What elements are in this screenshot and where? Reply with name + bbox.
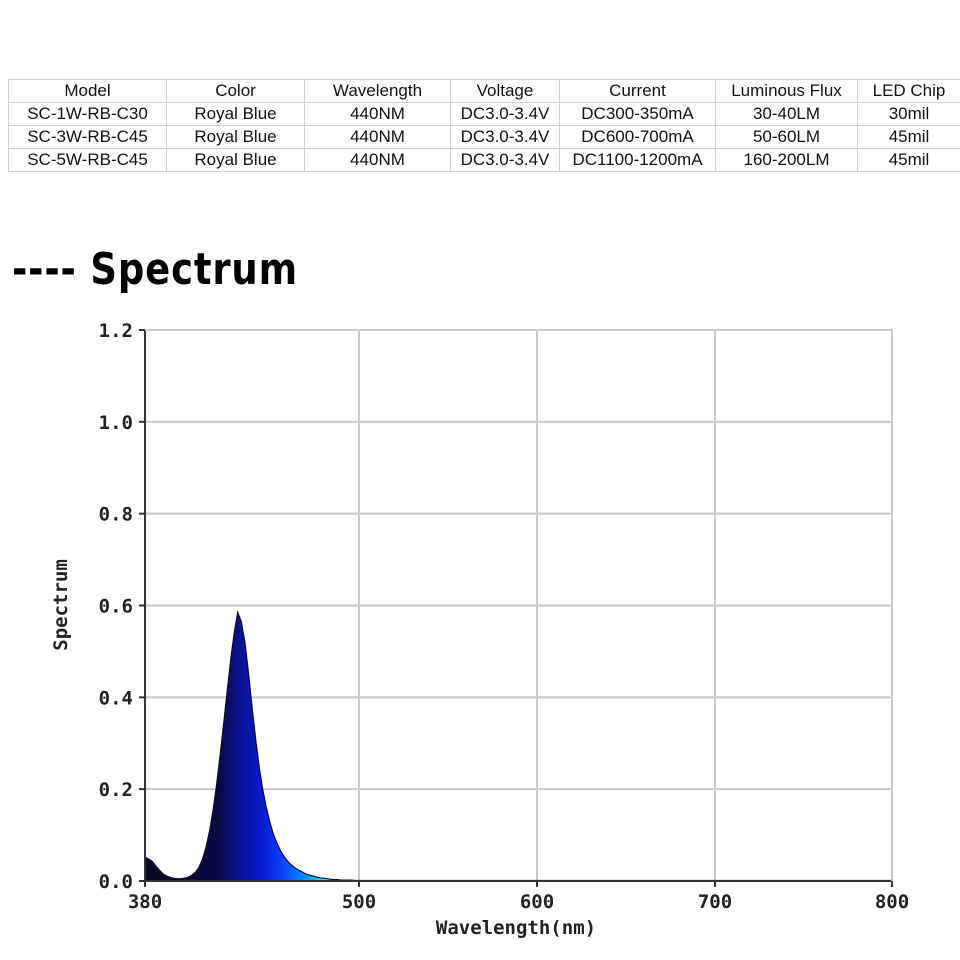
y-tick-label: 0.0	[99, 871, 133, 893]
table-header-row: Model Color Wavelength Voltage Current Lumino…	[8, 79, 960, 103]
y-tick-label: 1.0	[99, 412, 133, 434]
table-cell: 30-40LM	[715, 102, 858, 126]
table-cell: 160-200LM	[715, 148, 858, 172]
table-row: SC-3W-RB-C45 Royal Blue 440NM DC3.0-3.4V DC6…	[8, 125, 960, 149]
x-tick-label: 500	[342, 891, 376, 913]
x-tick-label: 380	[128, 891, 162, 913]
table-cell: SC-5W-RB-C45	[8, 148, 167, 172]
table-cell: SC-1W-RB-C30	[8, 102, 167, 126]
table-cell: 440NM	[304, 102, 451, 126]
table-cell: 45mil	[857, 148, 960, 172]
y-tick-label: 0.2	[99, 779, 133, 801]
table-cell: DC600-700mA	[559, 125, 716, 149]
x-tick-label: 700	[698, 891, 732, 913]
y-tick-label: 0.6	[99, 596, 133, 618]
x-tick-label: 800	[875, 891, 909, 913]
table-header-cell: LED Chip	[857, 79, 960, 103]
y-tick-label: 0.4	[99, 687, 133, 709]
table-cell: DC3.0-3.4V	[450, 102, 560, 126]
table-header-cell: Voltage	[450, 79, 560, 103]
table-header-cell: Model	[8, 79, 167, 103]
spectrum-area-fill	[145, 612, 892, 881]
table-row: SC-1W-RB-C30 Royal Blue 440NM DC3.0-3.4V DC3…	[8, 102, 960, 126]
axes	[139, 329, 893, 887]
y-tick-label: 1.2	[99, 320, 133, 342]
table-cell: 440NM	[304, 148, 451, 172]
x-tick-label: 600	[520, 891, 554, 913]
table-header-cell: Wavelength	[304, 79, 451, 103]
spec-table: Model Color Wavelength Voltage Current Lumino…	[8, 79, 960, 172]
y-tick-label: 0.8	[99, 504, 133, 526]
table-cell: DC3.0-3.4V	[450, 148, 560, 172]
x-axis-label: Wavelength(nm)	[436, 917, 596, 939]
table-cell: 45mil	[857, 125, 960, 149]
table-row: SC-5W-RB-C45 Royal Blue 440NM DC3.0-3.4V DC1…	[8, 148, 960, 172]
table-cell: SC-3W-RB-C45	[8, 125, 167, 149]
table-cell: DC300-350mA	[559, 102, 716, 126]
section-title: ---- Spectrum	[12, 244, 298, 295]
table-cell: 50-60LM	[715, 125, 858, 149]
spectrum-area	[144, 610, 892, 882]
y-axis-label: Spectrum	[50, 559, 72, 651]
table-cell: Royal Blue	[166, 102, 305, 126]
table-cell: 30mil	[857, 102, 960, 126]
y-tick-labels: 0.0 0.2 0.4 0.6 0.8 1.0 1.2	[99, 320, 133, 893]
table-cell: 440NM	[304, 125, 451, 149]
table-cell: Royal Blue	[166, 148, 305, 172]
table-header-cell: Luminous Flux	[715, 79, 858, 103]
spectrum-chart: 0.0 0.2 0.4 0.6 0.8 1.0 1.2 380 500 600 700 800 Wa…	[50, 320, 909, 939]
spectrum-line	[144, 610, 892, 882]
table-cell: DC1100-1200mA	[559, 148, 716, 172]
table-header-cell: Color	[166, 79, 305, 103]
table-cell: DC3.0-3.4V	[450, 125, 560, 149]
table-header-cell: Current	[559, 79, 716, 103]
table-cell: Royal Blue	[166, 125, 305, 149]
x-tick-labels: 380 500 600 700 800	[128, 891, 909, 913]
